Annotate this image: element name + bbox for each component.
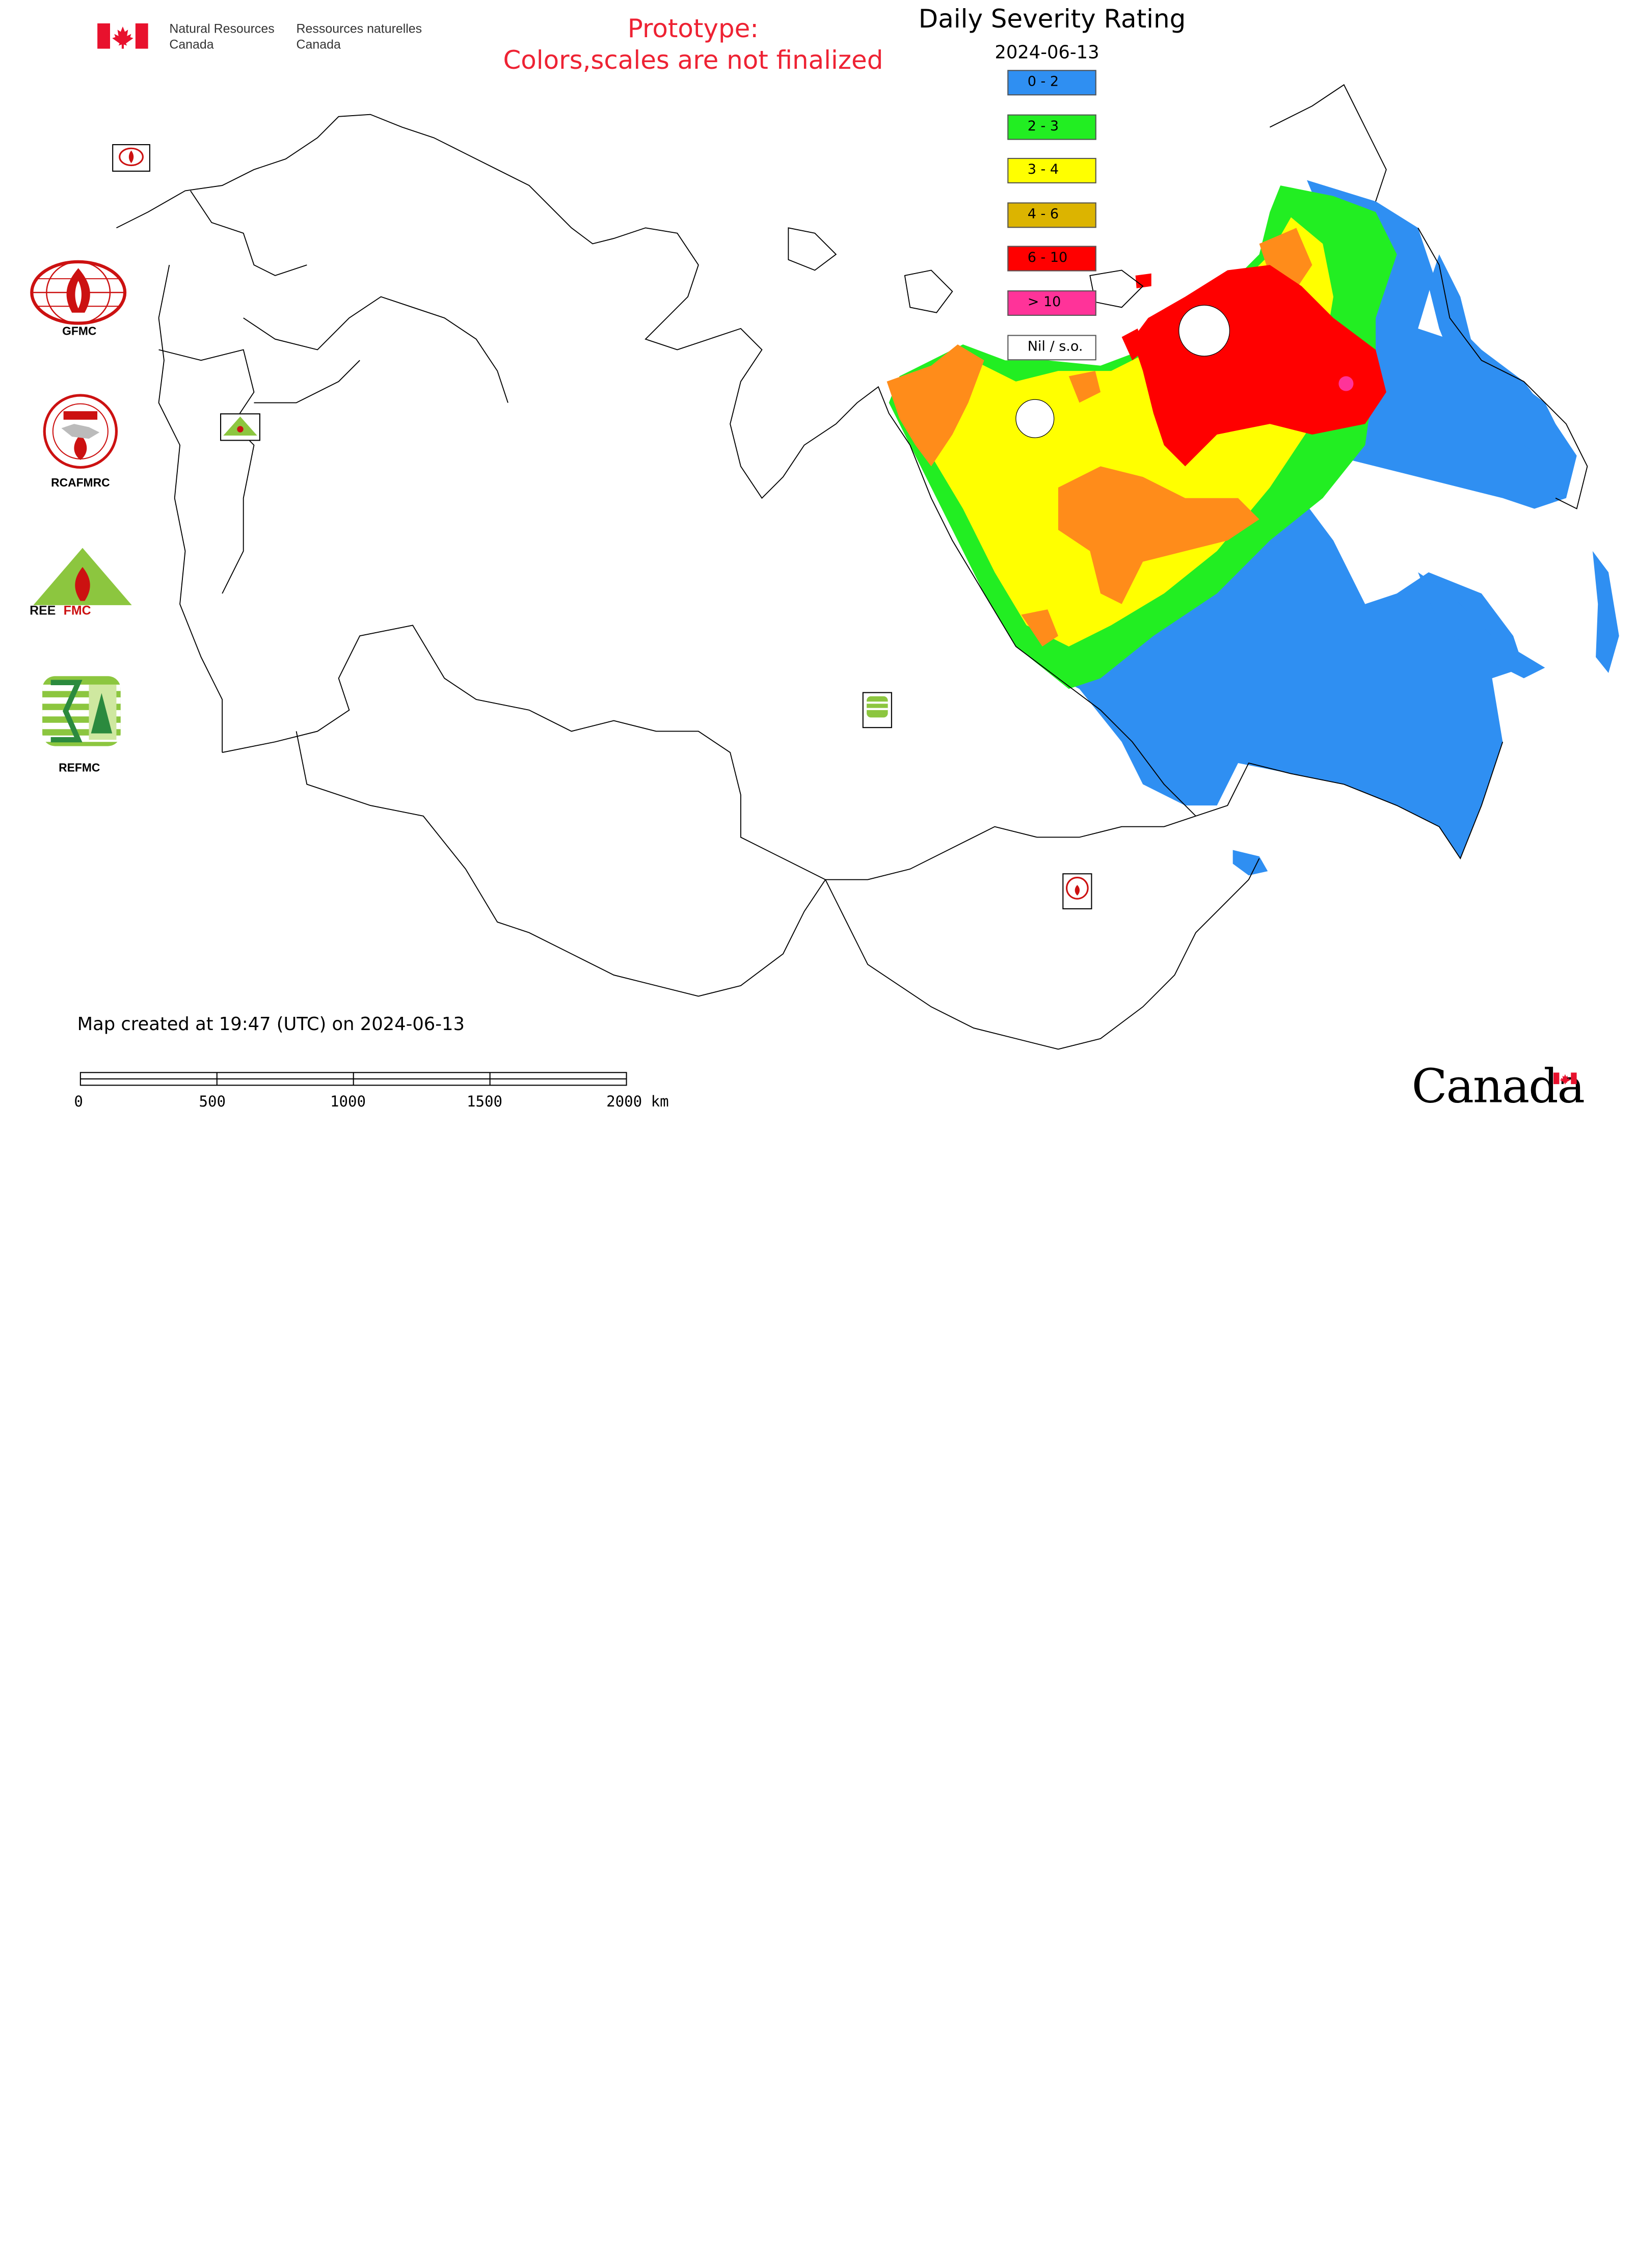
severity-area-island-2 (1135, 273, 1151, 288)
map-title: Daily Severity Rating (918, 4, 1186, 34)
gfmc-marker-icon (112, 144, 150, 172)
scale-tick-500: 500 (199, 1093, 226, 1111)
rcafmrc-label: RCAFMRC (51, 477, 110, 490)
rcafmrc-marker-icon (1062, 873, 1092, 909)
refmc-logo-icon (40, 674, 123, 748)
scale-tick-1500: 1500 (466, 1093, 502, 1111)
boundary-western (158, 264, 223, 753)
department-name-en: Natural Resources Canada (169, 21, 275, 52)
boundary-inner-1 (243, 296, 508, 403)
scale-tick-2000: 2000 km (606, 1093, 669, 1111)
department-name-fr: Ressources naturelles Canada (296, 21, 422, 52)
severity-area-orange-west (887, 344, 984, 467)
map-date: 2024-06-13 (995, 42, 1099, 64)
map-canvas (116, 84, 1619, 1050)
no-data-area-2 (1015, 399, 1055, 438)
severity-area-orange-central (1058, 466, 1259, 604)
boundary-island-1 (788, 227, 837, 271)
boundary-island-2 (904, 269, 953, 313)
wordmark-flag-icon (1553, 1068, 1577, 1085)
severity-area-kam (1428, 254, 1566, 467)
boundary-baltic (190, 190, 307, 276)
refmc-label: REFMC (59, 762, 100, 775)
reefmc-marker-icon (220, 413, 260, 441)
severity-area-south-island (1232, 850, 1268, 876)
scale-bar: 0 500 1000 1500 2000 km (74, 1070, 690, 1121)
legend-item-0-2: 0 - 2 (1007, 70, 1096, 96)
legend-item-6-10: 6 - 10 (1007, 246, 1096, 272)
gfmc-label: GFMC (62, 325, 97, 338)
map-created-text: Map created at 19:47 (UTC) on 2024-06-13 (77, 1014, 465, 1036)
prototype-notice: Prototype: Colors,scales are not finaliz… (503, 14, 883, 75)
gfmc-logo-icon (30, 260, 127, 326)
boundary-mongolia (825, 858, 1260, 1050)
refmc-marker-icon (862, 692, 892, 728)
boundary-inner-3 (254, 360, 360, 403)
svg-text:FMC: FMC (64, 604, 91, 618)
country-boundaries (116, 84, 1588, 1050)
svg-text:REE: REE (30, 604, 56, 618)
legend-item-4-6: 4 - 6 (1007, 202, 1096, 228)
boundary-east-coast (1195, 741, 1504, 860)
boundary-central-asia (222, 625, 1196, 880)
scale-tick-1000: 1000 (330, 1093, 366, 1111)
legend: 0 - 2 2 - 3 3 - 4 4 - 6 6 - 10 > 10 Nil … (1007, 70, 1098, 362)
legend-item-3-4: 3 - 4 (1007, 157, 1096, 183)
severity-area-orange-sw (1021, 609, 1058, 647)
severity-area-east-island (1592, 551, 1619, 673)
severity-raster (887, 180, 1619, 876)
legend-item-2-3: 2 - 3 (1007, 114, 1096, 140)
reefmc-logo-icon: REE FMC (28, 546, 138, 618)
rcafmrc-logo-icon (42, 392, 119, 471)
canada-wordmark: Canada (1411, 1060, 1585, 1114)
boundary-inner-2 (158, 349, 255, 594)
no-data-area-1 (1178, 305, 1230, 357)
boundary-kamchatka (1417, 227, 1588, 509)
coastline-north (116, 114, 1196, 817)
boundary-arctic-islands (1269, 84, 1387, 202)
canada-flag-icon (97, 23, 148, 49)
severity-area-extreme (1338, 376, 1354, 391)
scale-tick-0: 0 (74, 1093, 83, 1111)
severity-area-orange-north (1259, 228, 1312, 297)
severity-area-island (1121, 328, 1145, 361)
boundary-kazakh (296, 731, 826, 997)
fire-severity-map-page: Natural Resources Canada Ressources natu… (28, 4, 1619, 1121)
legend-item-nil: Nil / s.o. (1007, 335, 1096, 361)
legend-item-over-10: > 10 (1007, 290, 1096, 316)
severity-area-orange-coast (1068, 371, 1101, 403)
